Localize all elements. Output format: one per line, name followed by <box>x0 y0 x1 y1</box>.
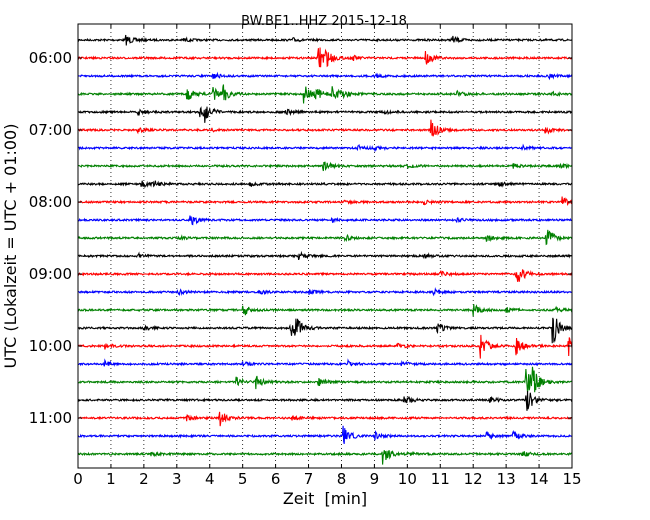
x-tick-label: 7 <box>304 470 314 488</box>
y-axis-label: UTC (Lokalzeit = UTC + 01:00) <box>1 124 20 369</box>
trace-1100 <box>77 411 573 427</box>
trace-0930 <box>77 304 573 317</box>
trace-0600 <box>77 47 573 68</box>
trace-1030 <box>77 366 573 393</box>
trace-0915 <box>77 286 573 297</box>
trace-0815 <box>77 215 573 226</box>
x-tick-label: 2 <box>139 470 149 488</box>
x-axis-label: Zeit [min] <box>283 489 367 508</box>
x-tick-label: 13 <box>497 470 516 488</box>
x-tick-label: 15 <box>562 470 581 488</box>
trace-0830 <box>77 229 573 246</box>
y-axis: 06:00 07:00 08:00 09:00 10:00 11:00 <box>29 49 572 427</box>
chart-title: BW.BE1..HHZ 2015-12-18 <box>241 14 407 29</box>
trace-0615 <box>77 71 573 81</box>
x-tick-label: 0 <box>73 470 83 488</box>
x-tick-label: 12 <box>464 470 483 488</box>
x-tick-label: 6 <box>271 470 281 488</box>
y-tick-label: 10:00 <box>29 337 72 355</box>
x-tick-label: 5 <box>238 470 248 488</box>
y-tick-label: 06:00 <box>29 49 72 67</box>
y-tick-label: 09:00 <box>29 265 72 283</box>
trace-0745 <box>77 180 573 189</box>
y-tick-label: 07:00 <box>29 121 72 139</box>
y-tick-label: 08:00 <box>29 193 72 211</box>
trace-0845 <box>77 250 573 261</box>
trace-0645 <box>77 106 573 123</box>
x-tick-label: 8 <box>337 470 347 488</box>
x-tick-label: 11 <box>431 470 450 488</box>
trace-1115 <box>77 425 573 444</box>
trace-0700 <box>77 119 573 137</box>
trace-1015 <box>77 358 573 367</box>
trace-0545 <box>77 34 573 46</box>
seismic-traces <box>77 34 573 465</box>
grid-lines <box>110 24 540 468</box>
x-tick-label: 3 <box>172 470 182 488</box>
trace-1130 <box>77 450 573 465</box>
trace-0945 <box>77 317 573 344</box>
plot-frame <box>77 23 573 469</box>
trace-0800 <box>77 196 573 206</box>
x-axis: 0 1 2 3 4 5 6 7 8 9 10 11 12 13 14 15 <box>73 24 582 488</box>
x-tick-label: 4 <box>205 470 215 488</box>
x-tick-label: 10 <box>398 470 417 488</box>
trace-0630 <box>77 84 573 104</box>
trace-0715 <box>77 143 573 153</box>
x-tick-label: 1 <box>106 470 116 488</box>
x-tick-label: 9 <box>370 470 380 488</box>
y-tick-label: 11:00 <box>29 409 72 427</box>
trace-0730 <box>77 161 573 172</box>
x-tick-label: 14 <box>530 470 549 488</box>
trace-0900 <box>77 269 573 282</box>
trace-1045 <box>77 390 573 411</box>
trace-1000 <box>77 334 573 359</box>
